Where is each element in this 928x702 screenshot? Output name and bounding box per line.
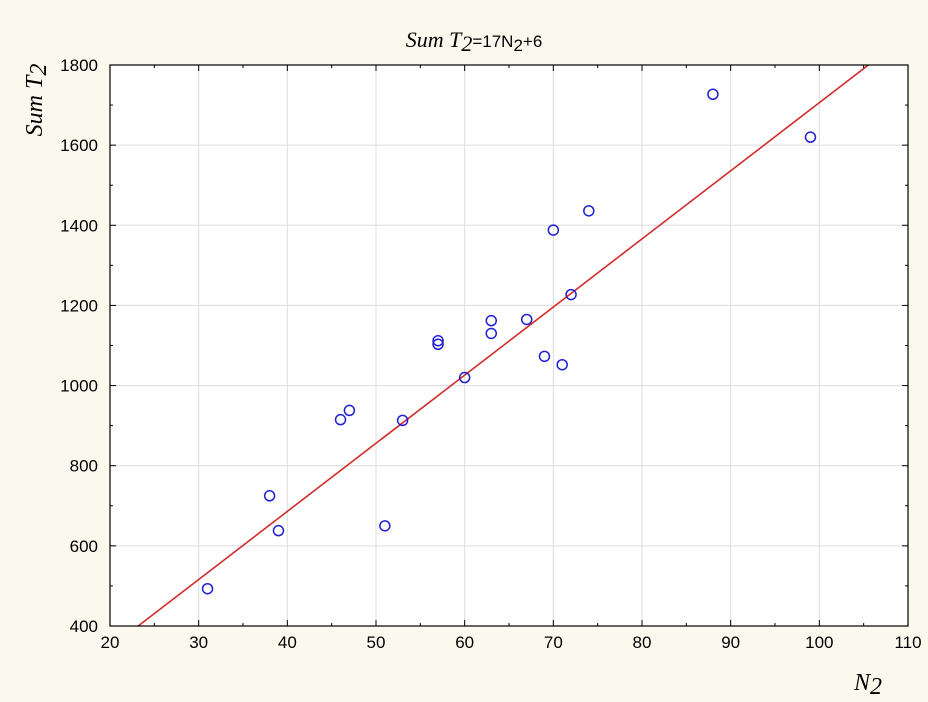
data-point (583, 205, 595, 217)
chart-title: Sum T2=17N2+6 (406, 27, 543, 56)
y-tick-label: 1200 (60, 296, 98, 315)
x-tick-label: 90 (721, 633, 740, 652)
data-point (201, 582, 214, 595)
axis-ticks: 20 30 40 50 60 70 80 90 100 110 400 600 800 1000 1200 1… (60, 56, 921, 652)
data-point (556, 358, 568, 371)
data-point (520, 313, 533, 326)
x-tick-label: 80 (633, 633, 652, 652)
x-tick-label: 60 (455, 633, 474, 652)
y-tick-label: 600 (70, 537, 98, 556)
x-tick-label: 30 (189, 633, 208, 652)
y-tick-label: 1400 (60, 216, 98, 235)
data-point (432, 338, 444, 351)
data-point (263, 490, 276, 502)
data-points (201, 88, 817, 595)
data-point (707, 88, 719, 101)
fit-line-group (137, 64, 869, 627)
y-tick-label: 1600 (60, 136, 98, 155)
x-tick-label: 40 (278, 633, 297, 652)
y-tick-label: 1000 (60, 377, 98, 396)
y-axis-label: Sum T2 (22, 64, 52, 137)
data-point (379, 520, 391, 532)
y-tick-label: 1800 (60, 56, 98, 75)
data-point (804, 131, 817, 143)
x-axis-label: N2 (853, 670, 882, 700)
regression-line (137, 64, 869, 627)
data-point (565, 288, 577, 301)
x-tick-label: 50 (367, 633, 386, 652)
x-tick-label: 70 (544, 633, 563, 652)
x-tick-label: 110 (894, 633, 921, 652)
data-point (432, 334, 444, 347)
data-point (538, 350, 551, 363)
x-tick-label: 20 (101, 633, 120, 652)
y-tick-label: 400 (70, 617, 98, 636)
data-point (458, 371, 471, 384)
data-point (334, 413, 347, 426)
data-point (547, 224, 560, 236)
data-point (485, 327, 498, 340)
data-point (343, 404, 356, 417)
x-tick-label: 100 (805, 633, 833, 652)
y-tick-label: 800 (70, 457, 98, 476)
plot-area (110, 65, 908, 626)
data-point (272, 524, 285, 537)
data-point (485, 314, 498, 327)
data-point (396, 414, 409, 427)
